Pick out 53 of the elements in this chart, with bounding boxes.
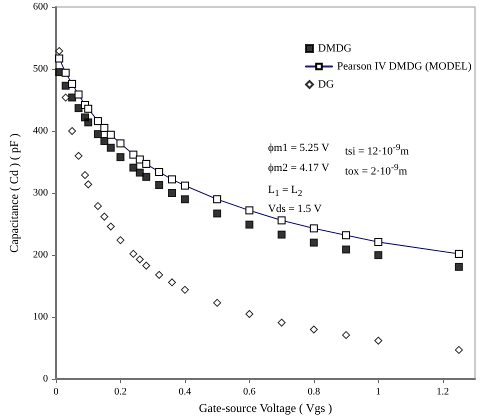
annotation: tox = 2·10$^{-9}$m <box>345 162 408 178</box>
point <box>278 230 286 239</box>
point <box>136 255 144 264</box>
point <box>100 136 108 145</box>
annotation: ϕm2 = 4.17 V <box>268 162 330 174</box>
point <box>142 172 150 181</box>
legend-label: DMDG <box>318 42 352 54</box>
x-tick-label: 1.2 <box>436 386 450 398</box>
y-tick-label: 400 <box>33 126 48 137</box>
point <box>74 104 83 112</box>
point <box>94 202 102 210</box>
x-tick-label: 0.2 <box>114 386 127 398</box>
point <box>106 144 115 152</box>
y-tick-label: 300 <box>33 188 48 199</box>
point <box>213 210 222 218</box>
point <box>136 168 144 177</box>
point <box>155 270 164 279</box>
point <box>100 212 108 221</box>
x-tick-label: 0.8 <box>308 386 320 398</box>
point <box>342 331 350 340</box>
point <box>129 164 138 172</box>
x-tick-label: 1 <box>376 386 381 398</box>
annotation: L$_{1}$ = L$_{2}$ <box>268 184 302 198</box>
point <box>374 336 382 345</box>
point <box>116 153 124 162</box>
y-tick-label: 0 <box>43 374 48 385</box>
x-tick-label: 0.4 <box>178 386 192 398</box>
y-axis-title: Capacitance ( Cd ) ( pF ) <box>7 133 21 253</box>
x-axis-title: Gate-source Voltage ( Vgs ) <box>198 401 332 415</box>
point <box>454 262 463 271</box>
y-tick-label: 600 <box>33 2 48 12</box>
point <box>374 251 382 260</box>
point <box>155 180 164 189</box>
point <box>342 245 350 254</box>
x-tick-label: 0.6 <box>243 386 256 398</box>
y-tick-label: 500 <box>33 64 48 75</box>
point <box>94 130 102 138</box>
point <box>213 298 222 307</box>
annotation: ϕm1 = 5.25 V <box>268 142 330 154</box>
y-tick-label: 200 <box>33 250 48 261</box>
x-tick-label: 0 <box>54 386 58 398</box>
annotation: Vds = 1.5 V <box>268 203 322 215</box>
point <box>245 220 254 229</box>
point <box>168 189 176 198</box>
legend-label: Pearson IV DMDG (MODEL) <box>337 60 472 72</box>
point <box>129 250 138 258</box>
point <box>278 318 286 327</box>
point <box>84 118 92 126</box>
point <box>180 195 189 204</box>
point <box>310 238 318 247</box>
annotation: tsi = 12·10$^{-9}$m <box>345 142 409 158</box>
legend-label: DG <box>318 78 334 90</box>
y-tick-label: 100 <box>33 312 48 323</box>
